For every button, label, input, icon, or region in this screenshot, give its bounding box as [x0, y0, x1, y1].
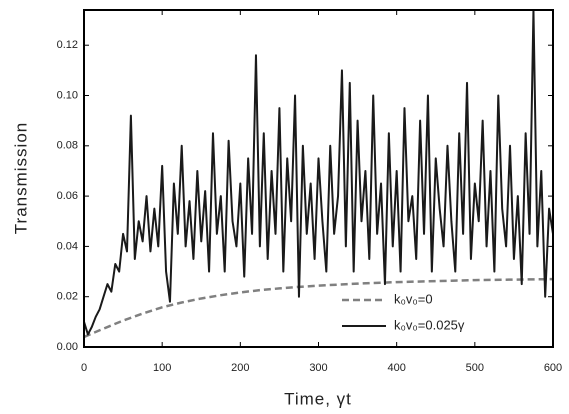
legend-label: k₀v₀=0 — [394, 291, 433, 306]
plot-area — [84, 10, 553, 339]
legend-label: k₀v₀=0.025γ — [394, 317, 465, 332]
y-tick-label: 0.10 — [57, 89, 78, 101]
plot-frame — [83, 9, 554, 348]
x-tick-label: 600 — [544, 362, 562, 374]
x-tick-label: 100 — [153, 362, 171, 374]
y-tick-label: 0.02 — [57, 291, 78, 303]
x-tick-label: 400 — [387, 362, 405, 374]
x-axis-title: Time, γt — [284, 389, 352, 408]
y-tick-label: 0.06 — [57, 190, 78, 202]
series-line — [84, 277, 553, 339]
y-tick-label: 0.00 — [57, 341, 78, 353]
x-tick-label: 0 — [81, 362, 87, 374]
x-tick-label: 300 — [309, 362, 327, 374]
series-line — [84, 10, 553, 336]
y-tick-label: 0.12 — [57, 39, 78, 51]
x-tick-label: 200 — [231, 362, 249, 374]
x-tick-label: 500 — [466, 362, 484, 374]
y-tick-label: 0.04 — [57, 240, 78, 252]
y-axis-title: Transmission — [11, 122, 30, 234]
y-tick-label: 0.08 — [57, 140, 78, 152]
